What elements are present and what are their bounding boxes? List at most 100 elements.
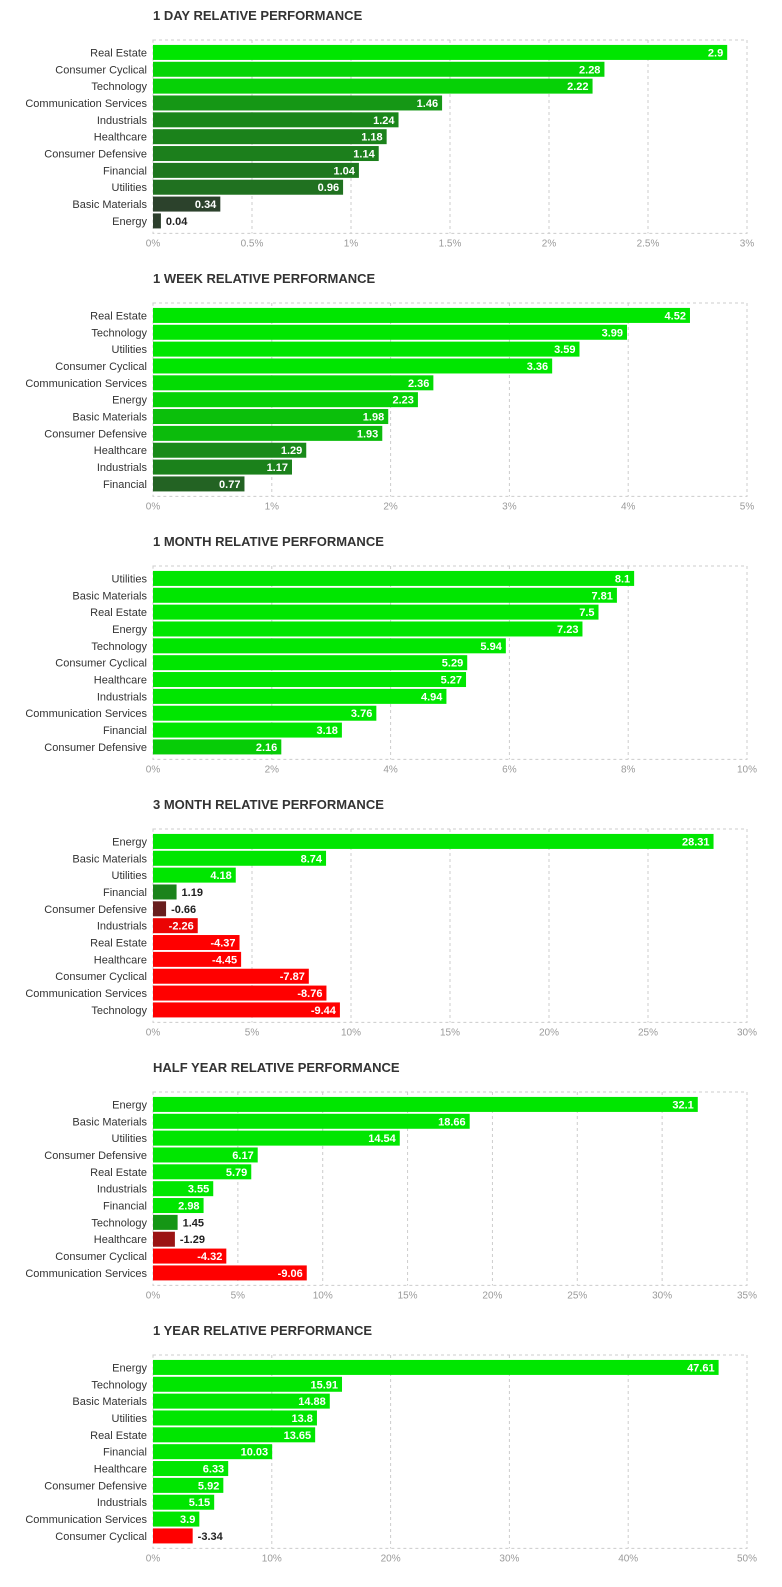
- value-label-technology: 3.99: [602, 327, 623, 339]
- bar-consumer-defensive[interactable]: [153, 146, 379, 162]
- value-label-financial: 1.19: [182, 887, 203, 899]
- bar-communication-services[interactable]: [153, 95, 443, 111]
- tick-label: 4%: [621, 501, 636, 512]
- value-label-utilities: 0.96: [318, 182, 339, 194]
- bar-basic-materials[interactable]: [153, 587, 617, 603]
- tick-label: 0%: [146, 238, 161, 249]
- bar-industrials[interactable]: [153, 918, 198, 934]
- category-label-consumer-cyclical: Consumer Cyclical: [55, 361, 147, 373]
- category-label-basic-materials: Basic Materials: [72, 1116, 147, 1128]
- tick-label: 25%: [567, 1290, 587, 1301]
- bar-utilities[interactable]: [153, 1410, 317, 1426]
- category-label-energy: Energy: [112, 836, 147, 848]
- bar-technology[interactable]: [153, 78, 593, 94]
- bar-consumer-cyclical[interactable]: [153, 358, 553, 374]
- bar-real-estate[interactable]: [153, 44, 728, 60]
- bar-healthcare[interactable]: [153, 951, 242, 967]
- category-label-financial: Financial: [103, 1201, 147, 1213]
- bar-consumer-cyclical[interactable]: [153, 968, 309, 984]
- bar-technology[interactable]: [153, 324, 628, 340]
- bar-financial[interactable]: [153, 722, 342, 738]
- bar-consumer-cyclical[interactable]: [153, 655, 468, 671]
- bar-real-estate[interactable]: [153, 1164, 252, 1180]
- chart-1-month: 1 MONTH RELATIVE PERFORMANCE 0% 2% 4% 6% 8% 1…: [0, 534, 782, 796]
- bar-financial[interactable]: [153, 162, 359, 178]
- bar-basic-materials[interactable]: [153, 196, 221, 212]
- bar-consumer-defensive[interactable]: [153, 739, 282, 755]
- bar-healthcare[interactable]: [153, 129, 387, 145]
- tick-label: 5%: [231, 1290, 246, 1301]
- bar-consumer-defensive[interactable]: [153, 425, 383, 441]
- bar-financial[interactable]: [153, 476, 245, 492]
- value-label-technology: 15.91: [310, 1379, 338, 1391]
- bar-technology[interactable]: [153, 1214, 178, 1230]
- tick-label: 2%: [542, 238, 557, 249]
- bar-consumer-cyclical[interactable]: [153, 1248, 227, 1264]
- bar-energy[interactable]: [153, 833, 714, 849]
- bar-technology[interactable]: [153, 1376, 343, 1392]
- tick-label: 30%: [737, 1027, 757, 1038]
- bar-technology[interactable]: [153, 1002, 340, 1018]
- bar-industrials[interactable]: [153, 1181, 214, 1197]
- category-label-energy: Energy: [112, 216, 147, 228]
- bar-communication-services[interactable]: [153, 985, 327, 1001]
- bar-communication-services[interactable]: [153, 1265, 307, 1281]
- bar-real-estate[interactable]: [153, 604, 599, 620]
- bar-communication-services[interactable]: [153, 1511, 200, 1527]
- bar-industrials[interactable]: [153, 112, 399, 128]
- bar-consumer-defensive[interactable]: [153, 901, 167, 917]
- bar-energy[interactable]: [153, 213, 161, 229]
- bar-basic-materials[interactable]: [153, 850, 327, 866]
- bar-healthcare[interactable]: [153, 672, 467, 688]
- category-label-financial: Financial: [103, 479, 147, 491]
- category-label-financial: Financial: [103, 725, 147, 737]
- bar-basic-materials[interactable]: [153, 1393, 330, 1409]
- category-label-utilities: Utilities: [112, 1133, 148, 1145]
- bar-utilities[interactable]: [153, 179, 344, 195]
- bar-financial[interactable]: [153, 1444, 273, 1460]
- bar-real-estate[interactable]: [153, 1427, 316, 1443]
- bar-technology[interactable]: [153, 638, 506, 654]
- bar-real-estate[interactable]: [153, 307, 690, 323]
- bar-industrials[interactable]: [153, 459, 292, 475]
- bar-basic-materials[interactable]: [153, 409, 389, 425]
- bar-consumer-defensive[interactable]: [153, 1477, 224, 1493]
- value-label-consumer-defensive: 1.93: [357, 428, 378, 440]
- category-label-utilities: Utilities: [112, 870, 148, 882]
- bar-energy[interactable]: [153, 392, 418, 408]
- bar-consumer-cyclical[interactable]: [153, 1528, 193, 1544]
- bar-consumer-cyclical[interactable]: [153, 61, 605, 77]
- bar-energy[interactable]: [153, 1359, 719, 1375]
- bar-healthcare[interactable]: [153, 442, 307, 458]
- bar-energy[interactable]: [153, 621, 583, 637]
- bar-utilities[interactable]: [153, 1130, 400, 1146]
- bar-industrials[interactable]: [153, 688, 447, 704]
- chart-plot: 0% 5% 10% 15% 20% 25% 30% Energy 28.31 Basic Mate…: [25, 828, 757, 1038]
- bar-real-estate[interactable]: [153, 935, 240, 951]
- category-label-technology: Technology: [91, 641, 147, 653]
- value-label-industrials: 4.94: [421, 691, 443, 703]
- bar-healthcare[interactable]: [153, 1231, 175, 1247]
- chart-title-1-month: 1 MONTH RELATIVE PERFORMANCE: [153, 534, 384, 549]
- tick-label: 1%: [344, 238, 359, 249]
- bar-energy[interactable]: [153, 1096, 698, 1112]
- bar-communication-services[interactable]: [153, 705, 377, 721]
- bar-consumer-defensive[interactable]: [153, 1147, 258, 1163]
- bar-industrials[interactable]: [153, 1494, 215, 1510]
- value-label-communication-services: -9.06: [278, 1268, 303, 1280]
- bar-utilities[interactable]: [153, 570, 635, 586]
- bar-communication-services[interactable]: [153, 375, 434, 391]
- category-label-consumer-defensive: Consumer Defensive: [44, 1150, 147, 1162]
- value-label-energy: 0.04: [166, 216, 188, 228]
- bar-financial[interactable]: [153, 884, 177, 900]
- bar-utilities[interactable]: [153, 341, 580, 357]
- category-label-utilities: Utilities: [112, 1413, 148, 1425]
- value-label-healthcare: 1.29: [281, 445, 302, 457]
- bar-financial[interactable]: [153, 1198, 204, 1214]
- bar-basic-materials[interactable]: [153, 1113, 470, 1129]
- bar-healthcare[interactable]: [153, 1461, 229, 1477]
- value-label-energy: 2.23: [393, 395, 414, 407]
- tick-label: 15%: [398, 1290, 418, 1301]
- bar-utilities[interactable]: [153, 867, 236, 883]
- chart-title-1-year: 1 YEAR RELATIVE PERFORMANCE: [153, 1323, 373, 1338]
